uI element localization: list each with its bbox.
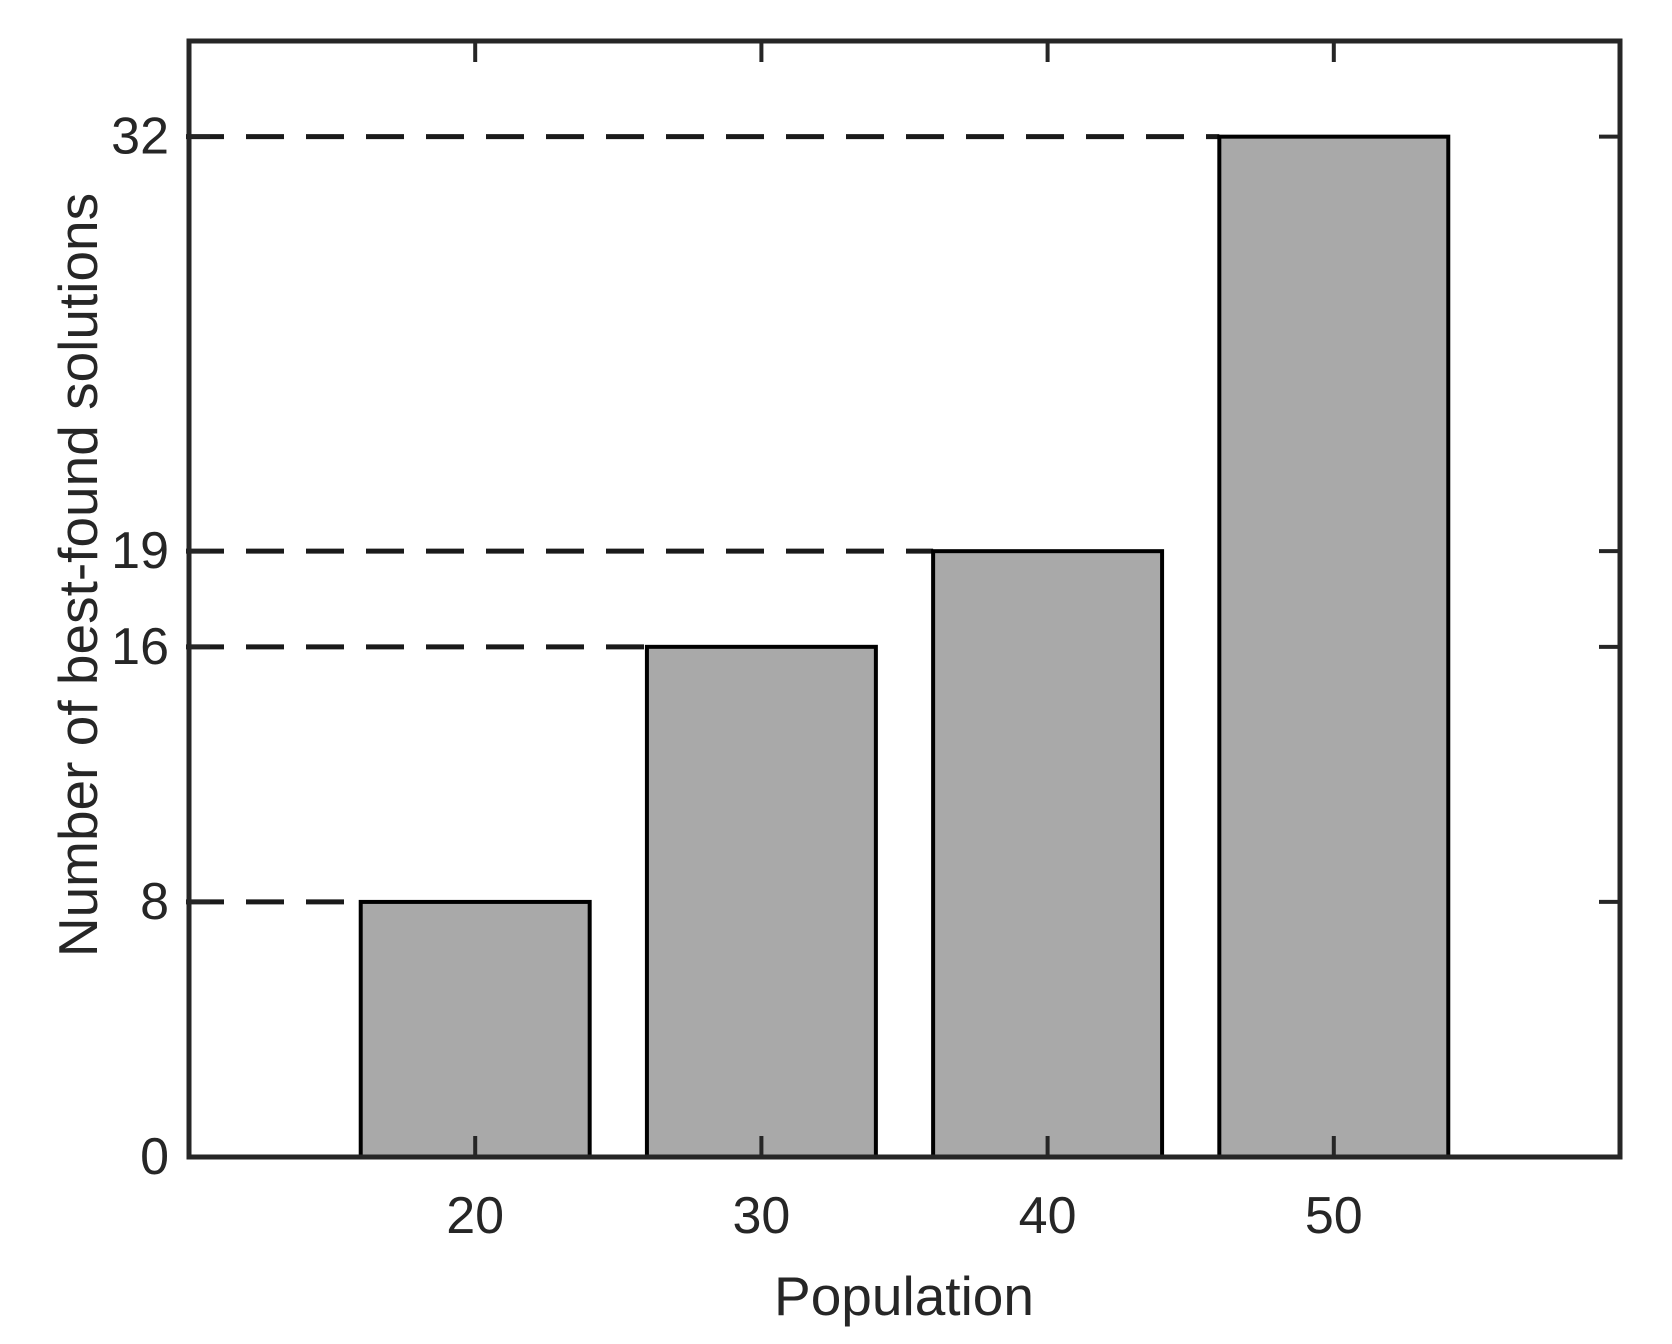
- bar-population-30: [644, 644, 878, 1159]
- y-tick-label: 32: [111, 108, 169, 166]
- x-tick-label: 40: [1019, 1187, 1077, 1245]
- y-tick-label: 8: [140, 873, 169, 931]
- y-tick-label: 16: [111, 618, 169, 676]
- y-tick-label: 19: [111, 522, 169, 580]
- x-tick-label: 20: [446, 1187, 504, 1245]
- bar-population-50: [1217, 134, 1451, 1159]
- y-tick-label: 0: [140, 1128, 169, 1186]
- x-tick-label: 30: [732, 1187, 790, 1245]
- x-axis-label: Population: [774, 1265, 1034, 1327]
- y-axis-label: Number of best-found solutions: [47, 193, 109, 957]
- x-tick-label: 50: [1305, 1187, 1363, 1245]
- bar-population-20: [358, 899, 592, 1160]
- axes-frame: [186, 38, 1623, 1160]
- bar-population-40: [931, 549, 1165, 1159]
- plot-area: 0 8 16 19 32 20 30 40 50: [111, 38, 1623, 1245]
